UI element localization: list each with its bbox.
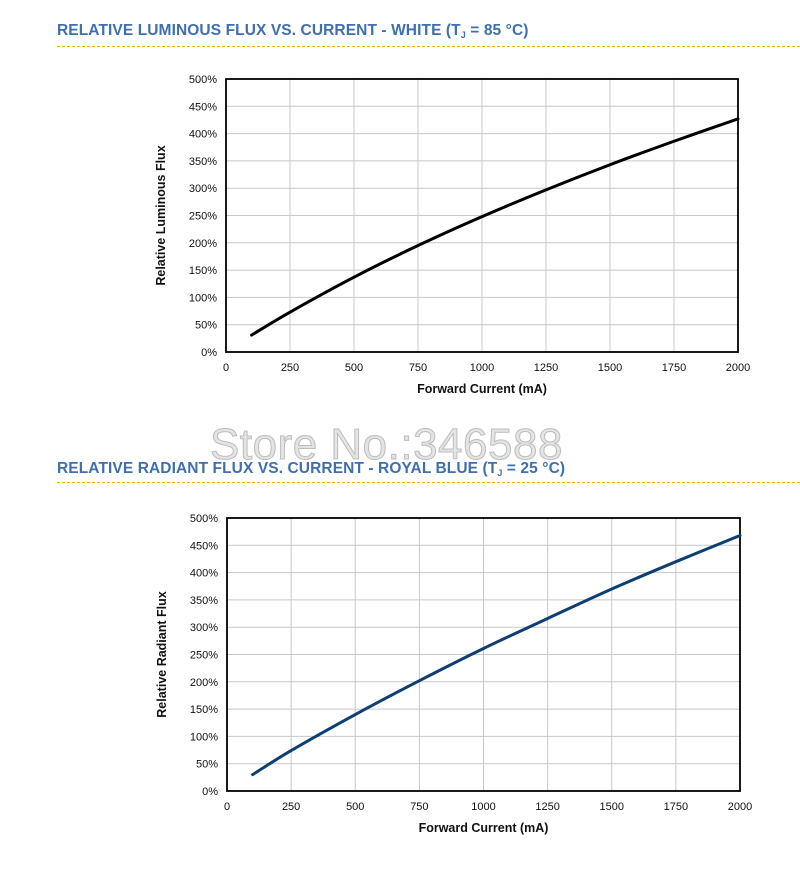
plot-frame (225, 78, 739, 353)
x-tick-label: 0 (223, 362, 229, 374)
chart-title-white: RELATIVE LUMINOUS FLUX VS. CURRENT - WHI… (57, 22, 529, 40)
y-tick-label: 250% (190, 650, 218, 662)
x-tick-label: 1750 (662, 362, 686, 374)
x-tick-label: 0 (224, 801, 230, 813)
x-tick-label: 1000 (470, 362, 494, 374)
y-tick-label: 300% (189, 183, 217, 195)
y-tick-label: 150% (189, 265, 217, 277)
y-tick-label: 150% (190, 704, 218, 716)
y-tick-label: 200% (189, 238, 217, 250)
y-tick-label: 200% (190, 677, 218, 689)
x-axis-label: Forward Current (mA) (417, 382, 547, 396)
radiant-flux-chart: 0% 50% 100% 150% 200% 250% 300% 350% 400% 450% 500… (155, 513, 752, 835)
y-tick-label: 100% (189, 292, 217, 304)
y-tick-label: 50% (195, 320, 217, 332)
x-axis-label: Forward Current (mA) (419, 821, 549, 835)
x-tick-label: 1250 (534, 362, 558, 374)
x-tick-label: 1250 (535, 801, 559, 813)
x-tick-label: 250 (281, 362, 299, 374)
plot-frame (226, 517, 741, 792)
x-tick-label: 500 (346, 801, 364, 813)
chart-title-royal-blue: RELATIVE RADIANT FLUX VS. CURRENT - ROYA… (57, 460, 566, 478)
x-tick-label: 1500 (600, 801, 624, 813)
y-tick-label: 100% (190, 731, 218, 743)
series-line (250, 117, 740, 337)
y-tick-label: 500% (190, 513, 218, 525)
y-tick-label: 0% (202, 786, 218, 798)
y-tick-label: 350% (189, 156, 217, 168)
y-tick-label: 450% (189, 101, 217, 113)
x-tick-label: 1000 (471, 801, 495, 813)
x-tick-label: 250 (282, 801, 300, 813)
x-tick-label: 2000 (728, 801, 752, 813)
y-tick-label: 350% (190, 595, 218, 607)
title-divider (57, 46, 800, 47)
x-tick-label: 2000 (726, 362, 750, 374)
x-tick-label: 750 (409, 362, 427, 374)
y-tick-label: 0% (201, 347, 217, 359)
y-axis-label: Relative Luminous Flux (154, 145, 168, 285)
y-tick-label: 400% (190, 568, 218, 580)
y-tick-label: 250% (189, 211, 217, 223)
store-watermark: Store No.:346588 (210, 420, 563, 470)
y-tick-label: 50% (196, 759, 218, 771)
y-axis-label: Relative Radiant Flux (155, 591, 169, 717)
y-tick-label: 400% (189, 129, 217, 141)
x-tick-label: 1750 (664, 801, 688, 813)
series-line (251, 533, 742, 777)
x-tick-label: 1500 (598, 362, 622, 374)
y-tick-label: 500% (189, 74, 217, 86)
y-tick-label: 300% (190, 622, 218, 634)
y-tick-label: 450% (190, 540, 218, 552)
title-divider (57, 482, 800, 483)
luminous-flux-chart: 0% 50% 100% 150% 200% 250% 300% 350% 400% 450% 500… (154, 74, 750, 396)
x-tick-label: 500 (345, 362, 363, 374)
x-tick-label: 750 (410, 801, 428, 813)
